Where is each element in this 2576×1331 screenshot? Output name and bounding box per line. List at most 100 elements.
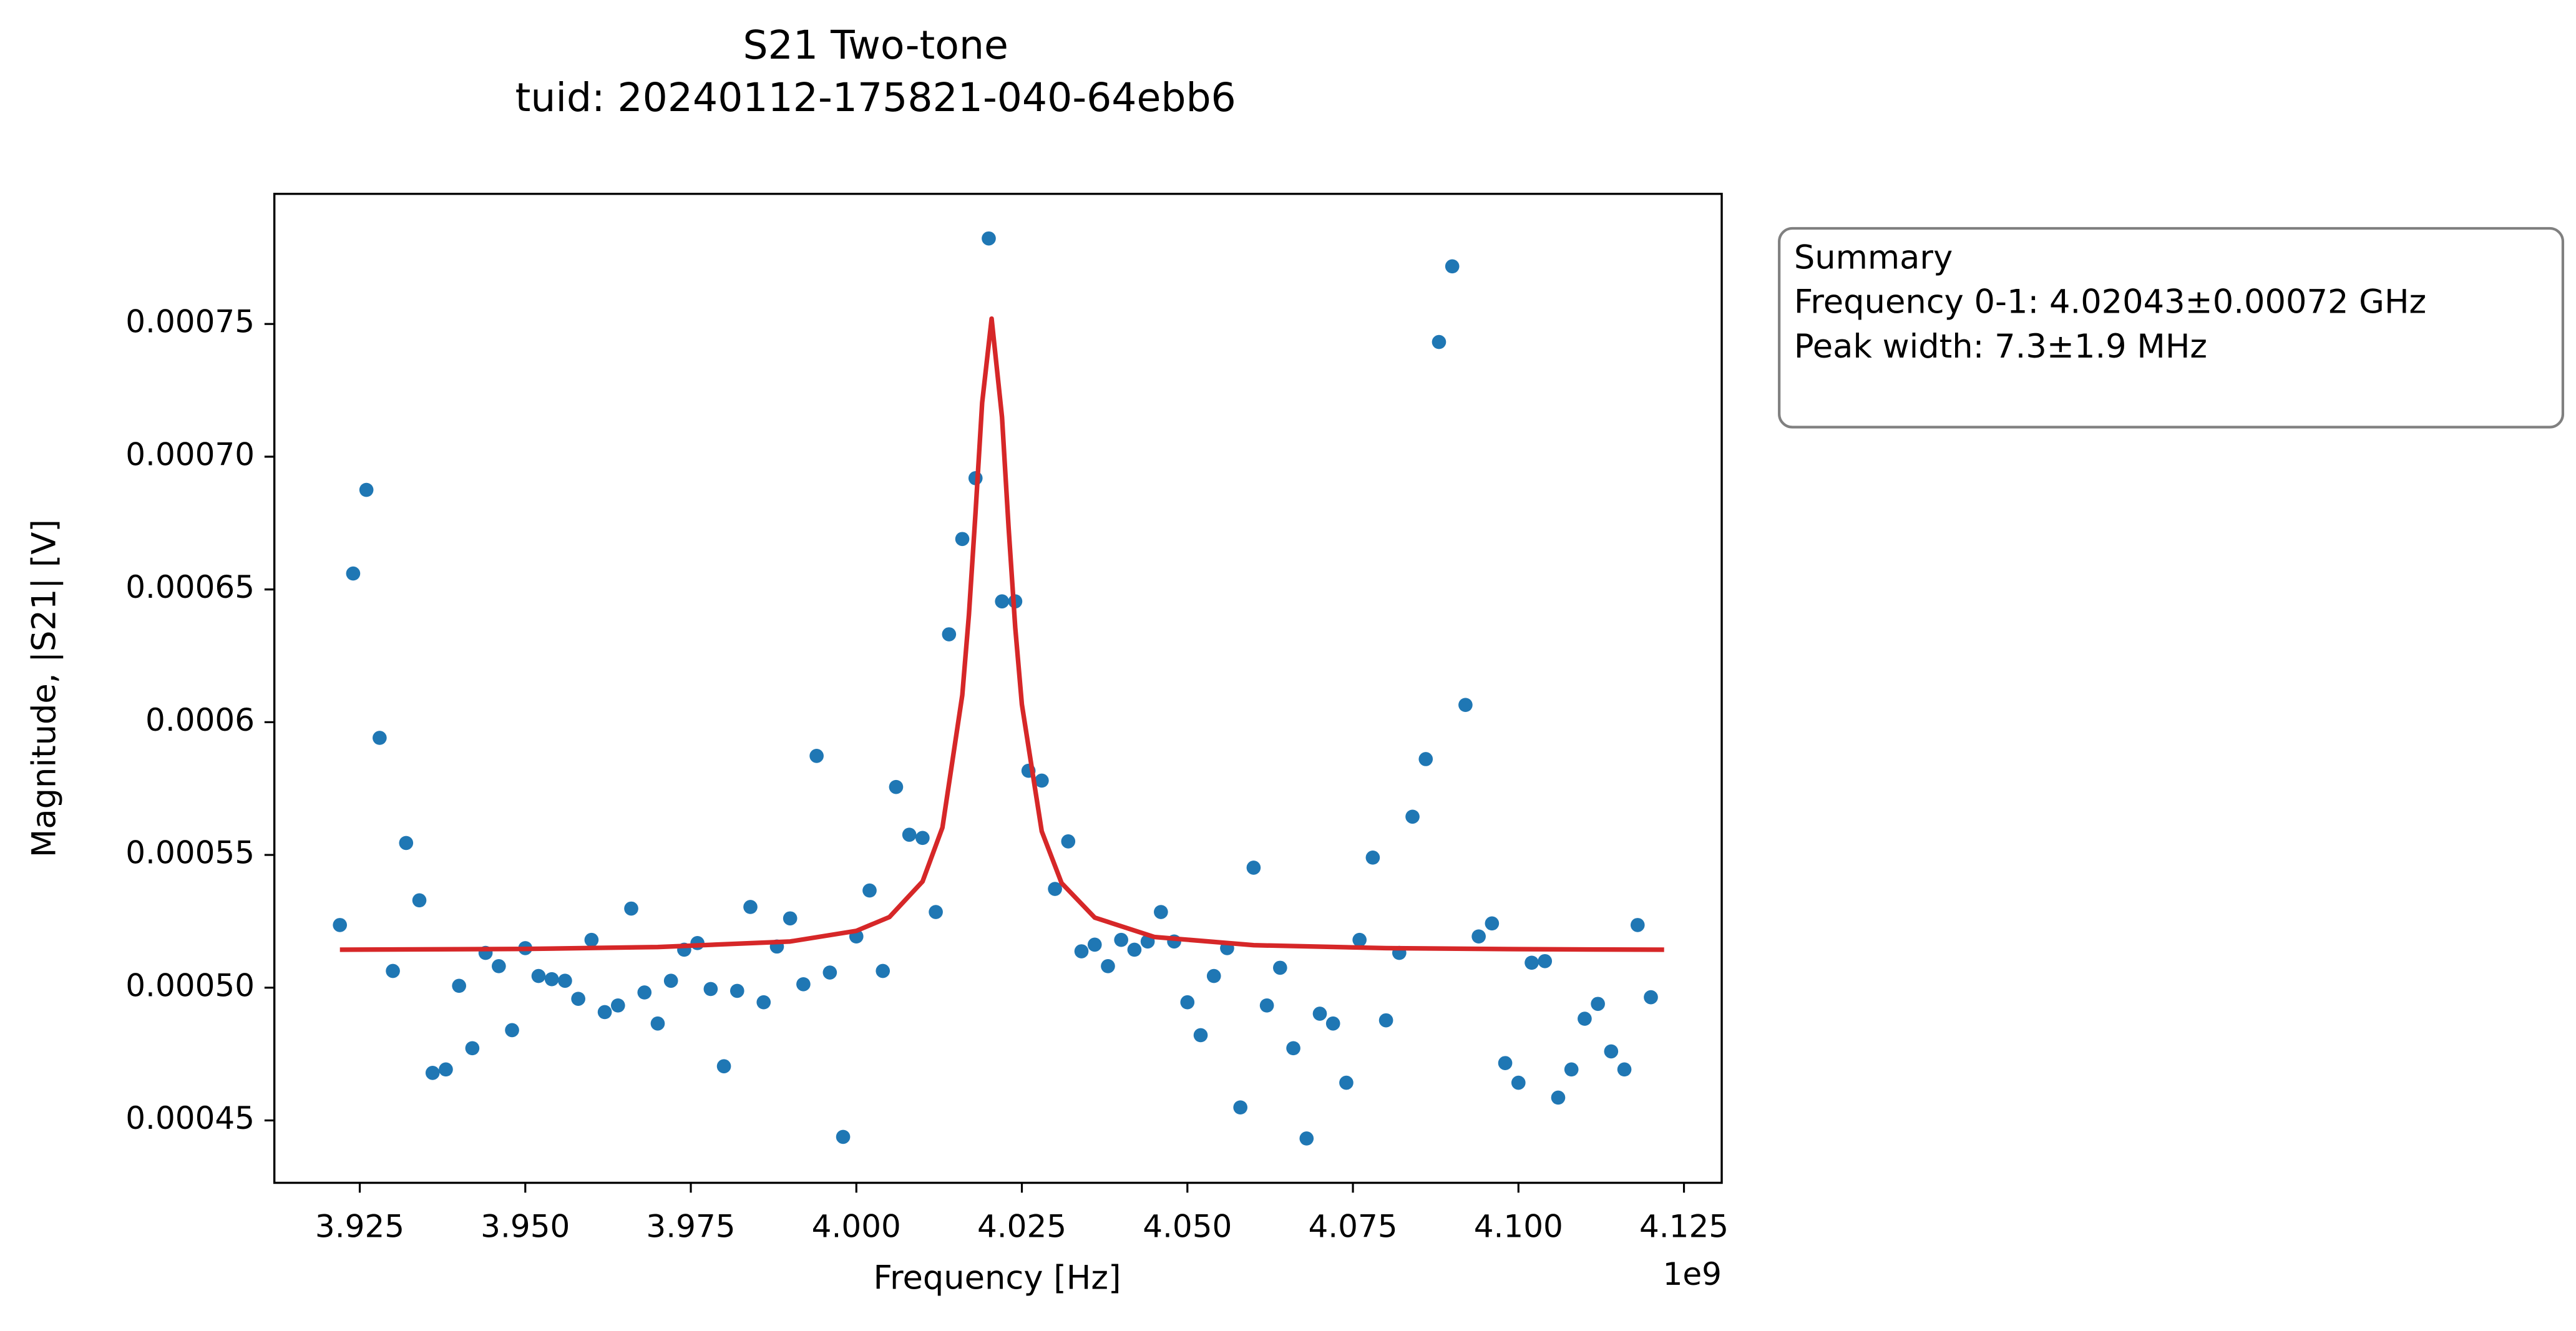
data-point <box>1511 1075 1526 1090</box>
data-point <box>1048 882 1062 896</box>
y-tick-label: 0.00065 <box>125 569 255 605</box>
summary-box <box>1778 227 2565 429</box>
data-point <box>465 1041 480 1056</box>
data-point <box>915 831 930 846</box>
data-point <box>1233 1100 1247 1115</box>
x-offset-label: 1e9 <box>1663 1256 1722 1292</box>
data-point <box>1564 1062 1579 1077</box>
x-tick-label: 4.025 <box>977 1209 1066 1245</box>
y-tick-label: 0.00050 <box>125 967 255 1003</box>
data-point <box>637 985 652 1000</box>
summary-line: Frequency 0-1: 4.02043±0.00072 GHz <box>1794 283 2426 321</box>
summary-line: Summary <box>1794 239 1953 277</box>
data-point <box>796 977 811 992</box>
data-point <box>1551 1090 1566 1105</box>
fit-line <box>339 316 1664 952</box>
data-point <box>1578 1012 1592 1026</box>
y-tick-label: 0.00045 <box>125 1100 255 1136</box>
y-tick-label: 0.00055 <box>125 835 255 871</box>
data-point <box>1630 918 1645 932</box>
data-point <box>386 963 400 978</box>
data-point <box>889 779 904 794</box>
x-tick-label: 4.125 <box>1639 1209 1729 1245</box>
data-point <box>1365 851 1380 865</box>
data-point <box>1180 995 1195 1010</box>
data-point <box>584 932 599 947</box>
data-point <box>650 1016 665 1031</box>
data-point <box>505 1023 519 1038</box>
data-point <box>756 995 771 1010</box>
data-point <box>1604 1044 1619 1059</box>
data-point <box>1035 773 1049 788</box>
chart-title: S21 Two-tone <box>743 22 1008 68</box>
data-point <box>492 959 506 973</box>
data-point <box>1206 968 1221 983</box>
y-tick-label: 0.00070 <box>125 436 255 472</box>
data-point <box>412 893 427 908</box>
data-point <box>624 901 638 916</box>
data-point <box>1405 809 1420 824</box>
chart-subtitle: tuid: 20240112-175821-040-64ebb6 <box>515 74 1236 120</box>
data-point <box>1101 959 1115 973</box>
data-point <box>783 911 798 926</box>
x-tick-label: 4.100 <box>1474 1209 1563 1245</box>
data-point <box>1299 1131 1314 1146</box>
data-point <box>876 963 890 978</box>
data-point <box>1273 960 1287 975</box>
data-point <box>1525 955 1539 970</box>
data-point <box>822 965 837 980</box>
summary-line: Peak width: 7.3±1.9 MHz <box>1794 328 2207 366</box>
data-point <box>1339 1075 1354 1090</box>
data-point <box>703 982 718 997</box>
x-tick-label: 3.950 <box>481 1209 570 1245</box>
data-point <box>1617 1062 1632 1077</box>
data-point <box>425 1066 440 1080</box>
data-point <box>1286 1041 1300 1056</box>
data-point <box>1193 1028 1208 1043</box>
y-axis-label: Magnitude, |S21| [V] <box>25 519 63 857</box>
data-point <box>1644 990 1658 1005</box>
data-point <box>1538 953 1553 968</box>
data-point <box>1127 942 1142 957</box>
data-point <box>929 905 943 919</box>
data-point <box>597 1005 612 1020</box>
data-point <box>902 827 917 842</box>
data-point <box>359 482 374 497</box>
data-point <box>1458 698 1473 713</box>
data-point <box>1325 1016 1340 1031</box>
data-point <box>1154 905 1168 919</box>
data-point <box>610 998 625 1013</box>
data-point <box>836 1129 851 1144</box>
data-point <box>716 1059 731 1074</box>
data-point <box>558 973 572 988</box>
data-point <box>333 918 348 932</box>
x-tick-label: 4.050 <box>1143 1209 1232 1245</box>
data-point <box>1591 997 1605 1012</box>
data-point <box>995 594 1010 609</box>
data-point <box>1485 916 1500 931</box>
data-point <box>439 1062 453 1077</box>
x-tick-label: 4.075 <box>1308 1209 1397 1245</box>
data-point <box>1471 929 1486 944</box>
data-point <box>862 883 877 898</box>
x-tick-label: 4.000 <box>812 1209 901 1245</box>
data-point <box>1074 944 1089 958</box>
data-point <box>1312 1007 1327 1021</box>
data-point <box>1432 334 1447 349</box>
x-tick-label: 3.975 <box>646 1209 735 1245</box>
plot-frame <box>273 192 1723 1184</box>
data-point <box>1418 752 1433 766</box>
y-tick-label: 0.00075 <box>125 304 255 340</box>
x-tick-label: 3.925 <box>315 1209 404 1245</box>
y-tick-label: 0.0006 <box>145 702 255 738</box>
data-point <box>399 836 414 851</box>
data-point <box>1445 259 1460 274</box>
data-point <box>743 900 758 914</box>
data-point <box>1114 932 1129 947</box>
data-point <box>544 972 559 987</box>
data-point <box>1087 937 1102 952</box>
data-point <box>663 973 678 988</box>
data-point <box>1352 932 1367 947</box>
